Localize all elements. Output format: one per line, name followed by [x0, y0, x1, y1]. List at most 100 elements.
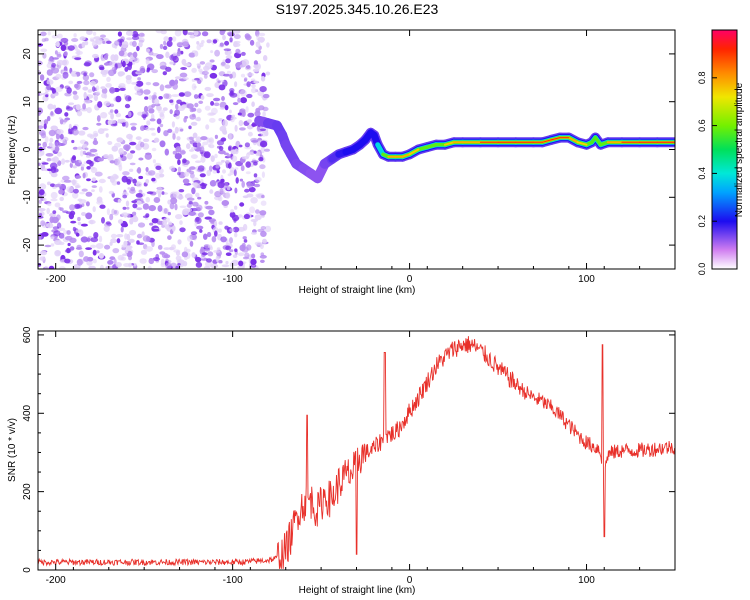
noise-blob	[233, 30, 241, 34]
x-tick-label: 0	[407, 274, 413, 285]
noise-blob	[63, 51, 68, 57]
noise-blob	[180, 50, 184, 55]
noise-blob	[190, 173, 195, 179]
noise-blob	[135, 193, 143, 198]
noise-blob	[92, 140, 99, 146]
noise-blob	[52, 210, 57, 215]
noise-blob	[157, 205, 163, 212]
noise-blob	[199, 229, 203, 233]
noise-blob	[145, 196, 151, 203]
noise-blob	[44, 136, 49, 143]
noise-blob	[186, 197, 195, 201]
noise-blob	[163, 40, 167, 46]
noise-blob	[156, 54, 164, 60]
noise-blob	[137, 242, 145, 245]
noise-blob	[136, 70, 144, 74]
noise-blob	[250, 258, 257, 266]
noise-blob	[59, 133, 64, 140]
noise-blob	[55, 250, 61, 255]
noise-blob	[233, 42, 241, 48]
noise-blob	[225, 260, 229, 265]
noise-blob	[42, 141, 47, 148]
noise-blob	[86, 151, 92, 155]
noise-blob	[89, 219, 94, 225]
noise-blob	[133, 263, 137, 267]
noise-blob	[171, 121, 175, 128]
noise-blob	[114, 40, 120, 46]
noise-blob	[113, 210, 117, 215]
noise-blob	[214, 220, 218, 227]
noise-blob	[163, 93, 170, 99]
x-tick-label: -200	[46, 575, 66, 586]
noise-blob	[83, 80, 90, 86]
noise-blob	[129, 218, 134, 225]
noise-blob	[101, 217, 105, 224]
noise-blob	[259, 243, 264, 250]
noise-blob	[115, 95, 122, 103]
noise-blob	[262, 111, 266, 118]
noise-blob	[103, 225, 110, 232]
noise-blob	[106, 40, 112, 44]
noise-blob	[118, 40, 123, 47]
noise-blob	[109, 213, 114, 221]
noise-blob	[246, 182, 253, 189]
noise-blob	[122, 253, 128, 257]
y-tick-label: 0	[22, 567, 33, 573]
noise-blob	[57, 227, 66, 231]
noise-blob	[184, 116, 189, 119]
noise-blob	[54, 107, 63, 115]
noise-blob	[124, 121, 129, 128]
noise-blob	[171, 36, 177, 42]
noise-blob	[109, 119, 117, 124]
noise-blob	[182, 158, 187, 164]
noise-blob	[46, 157, 52, 162]
noise-blob	[246, 244, 252, 251]
noise-blob	[132, 216, 139, 223]
noise-blob	[105, 221, 111, 225]
noise-blob	[126, 206, 130, 210]
noise-blob	[261, 171, 265, 178]
noise-blob	[44, 37, 49, 42]
noise-blob	[62, 119, 68, 123]
noise-blob	[106, 208, 110, 216]
noise-blob	[126, 133, 133, 140]
noise-blob	[90, 237, 99, 243]
noise-blob	[240, 73, 246, 78]
noise-blob	[164, 224, 170, 230]
noise-blob	[151, 147, 157, 152]
noise-blob	[154, 98, 160, 105]
noise-blob	[218, 221, 223, 225]
noise-blob	[117, 199, 122, 203]
noise-blob	[201, 40, 205, 44]
noise-blob	[191, 201, 199, 207]
noise-blob	[58, 266, 66, 269]
noise-blob	[204, 200, 209, 205]
noise-blob	[50, 111, 54, 116]
noise-blob	[58, 117, 62, 120]
noise-blob	[138, 32, 145, 37]
noise-blob	[51, 67, 60, 74]
noise-blob	[221, 200, 230, 206]
snr-x-label: Height of straight line (km)	[299, 585, 416, 596]
noise-blob	[55, 133, 61, 140]
noise-blob	[48, 129, 56, 137]
noise-blob	[46, 115, 51, 122]
noise-blob	[75, 232, 80, 237]
noise-blob	[86, 30, 93, 35]
noise-blob	[131, 36, 140, 41]
noise-blob	[38, 162, 41, 166]
noise-blob	[50, 191, 58, 199]
noise-blob	[74, 57, 82, 60]
noise-blob	[49, 216, 54, 224]
noise-blob	[212, 169, 218, 174]
snr-panel: -200 -100 0 100 0 200 400 600 Height of straigh…	[7, 326, 676, 596]
noise-blob	[152, 82, 160, 87]
noise-blob	[89, 80, 96, 86]
noise-blob	[188, 125, 192, 130]
noise-blob	[246, 72, 254, 77]
noise-blob	[171, 94, 180, 98]
noise-blob	[199, 61, 206, 65]
noise-blob	[166, 40, 173, 47]
noise-blob	[253, 183, 261, 188]
noise-blob	[258, 32, 266, 37]
